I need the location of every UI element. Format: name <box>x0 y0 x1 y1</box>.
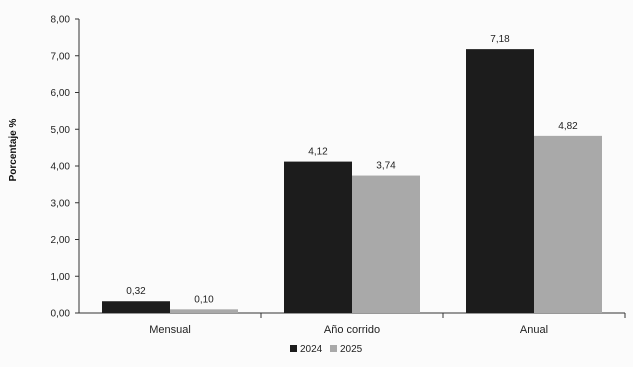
legend-label: 2025 <box>340 344 363 355</box>
y-tick-label: 7,00 <box>51 51 71 62</box>
y-tick-label: 2,00 <box>51 235 71 246</box>
x-axis: Mensual Año corrido Anual <box>79 312 626 336</box>
y-tick-label: 1,00 <box>51 272 71 283</box>
legend-swatch <box>330 345 337 352</box>
bar-2024 <box>284 161 352 313</box>
legend-label: 2024 <box>300 344 323 355</box>
y-tick-label: 4,00 <box>51 162 71 173</box>
legend: 2024 2025 <box>290 344 363 355</box>
y-tick-label: 8,00 <box>51 15 71 26</box>
data-labels: 0,32 0,10 4,12 3,74 7,18 4,82 <box>126 34 578 305</box>
bar-2024 <box>466 49 534 313</box>
y-tick-label: 5,00 <box>51 125 71 136</box>
bar-2025 <box>170 309 238 313</box>
bars <box>102 49 602 313</box>
data-label: 4,12 <box>308 147 328 158</box>
x-tick-label: Año corrido <box>324 324 380 336</box>
data-label: 0,32 <box>126 286 146 297</box>
y-axis: 0,00 1,00 2,00 3,00 4,00 5,00 6,00 7,00 8,00 <box>51 15 80 320</box>
bar-2024 <box>102 301 170 313</box>
legend-swatch <box>290 345 297 352</box>
x-tick-label: Anual <box>520 324 548 336</box>
y-axis-title: Porcentaje % <box>8 118 19 181</box>
bar-2025 <box>352 175 420 313</box>
y-tick-label: 3,00 <box>51 198 71 209</box>
data-label: 4,82 <box>558 121 578 132</box>
data-label: 7,18 <box>490 34 510 45</box>
y-tick-label: 6,00 <box>51 88 71 99</box>
bar-2025 <box>534 135 602 313</box>
data-label: 3,74 <box>376 161 396 172</box>
data-label: 0,10 <box>194 294 214 305</box>
x-tick-label: Mensual <box>149 324 191 336</box>
y-tick-label: 0,00 <box>51 309 71 320</box>
